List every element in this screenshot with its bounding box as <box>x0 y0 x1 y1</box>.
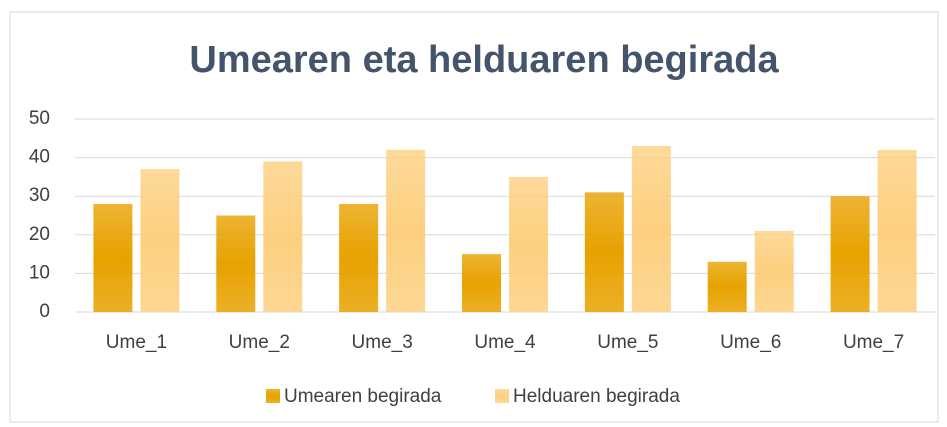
x-tick-label: Ume_6 <box>720 332 781 353</box>
bar <box>584 192 624 312</box>
legend-label: Helduaren begirada <box>513 386 680 407</box>
legend-label: Umearen begirada <box>284 386 442 407</box>
x-tick-label: Ume_4 <box>474 332 536 353</box>
bar <box>386 149 426 312</box>
legend-swatch <box>266 389 280 403</box>
bar <box>93 203 133 312</box>
chart-title: Umearen eta helduaren begirada <box>189 39 779 81</box>
y-tick-label: 40 <box>29 147 50 168</box>
bar <box>631 146 671 312</box>
x-tick-label: Ume_3 <box>352 332 413 353</box>
y-tick-label: 0 <box>39 301 50 322</box>
bar <box>754 230 794 312</box>
bar <box>830 196 870 312</box>
bar <box>263 161 303 312</box>
x-tick-label: Ume_2 <box>229 332 290 353</box>
y-tick-label: 10 <box>29 262 50 283</box>
x-tick-label: Ume_5 <box>597 332 658 353</box>
bar <box>140 169 180 312</box>
y-tick-label: 30 <box>29 185 50 206</box>
bar <box>216 215 256 312</box>
bar <box>339 203 379 312</box>
x-tick-label: Ume_7 <box>843 332 904 353</box>
legend-swatch <box>495 389 509 403</box>
bar <box>509 176 548 312</box>
bar <box>462 254 501 312</box>
x-tick-label: Ume_1 <box>106 332 167 353</box>
y-tick-label: 50 <box>29 108 50 129</box>
y-tick-label: 20 <box>29 224 50 245</box>
bar <box>707 261 747 312</box>
bar <box>877 149 917 312</box>
